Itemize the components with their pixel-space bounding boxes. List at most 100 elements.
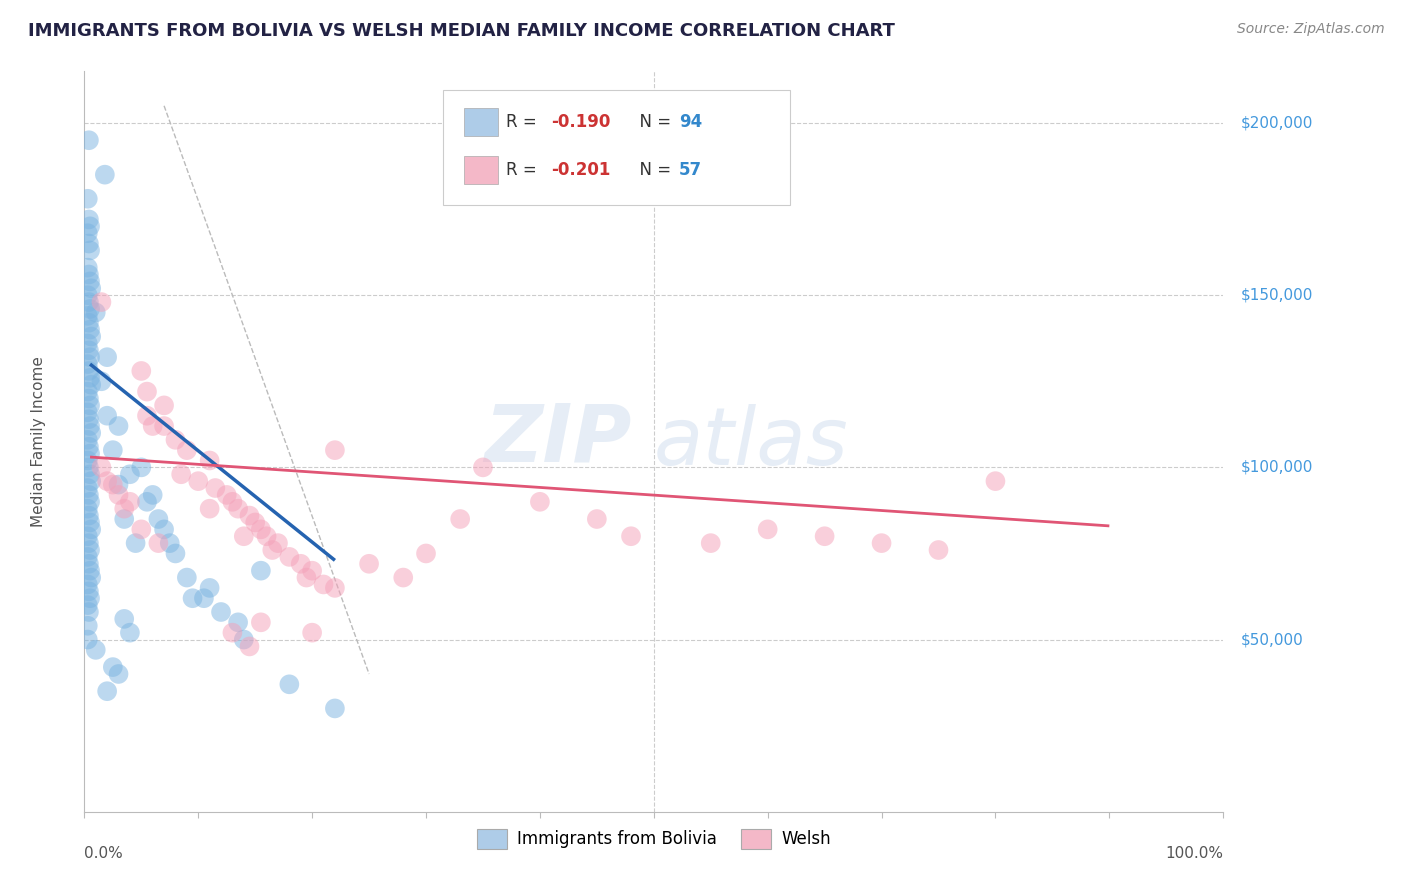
Point xyxy=(76,260,98,275)
Point xyxy=(165,546,187,560)
Point xyxy=(76,529,98,543)
Text: 57: 57 xyxy=(679,161,702,178)
Point xyxy=(94,168,117,182)
Point xyxy=(80,425,103,440)
Point xyxy=(295,570,318,584)
Point xyxy=(204,481,226,495)
Text: ZIP: ZIP xyxy=(484,401,631,479)
Point xyxy=(165,433,187,447)
Point xyxy=(77,268,100,282)
Point xyxy=(77,133,100,147)
Point xyxy=(756,522,779,536)
Point xyxy=(76,619,98,633)
Point xyxy=(79,467,101,482)
Point xyxy=(153,419,176,434)
Point xyxy=(148,536,170,550)
Point xyxy=(238,640,260,654)
Text: $200,000: $200,000 xyxy=(1240,115,1313,130)
Point xyxy=(136,409,159,423)
Point xyxy=(290,557,312,571)
Point xyxy=(79,419,101,434)
Point xyxy=(198,501,221,516)
Text: -0.190: -0.190 xyxy=(551,112,610,131)
Point xyxy=(96,350,118,364)
Point xyxy=(80,570,103,584)
Point xyxy=(415,546,437,560)
Point xyxy=(870,536,893,550)
Point xyxy=(238,508,260,523)
Point xyxy=(79,543,101,558)
Text: N =: N = xyxy=(628,161,676,178)
Point xyxy=(76,226,98,240)
Point xyxy=(76,357,98,371)
Point xyxy=(79,274,101,288)
Point xyxy=(142,419,165,434)
Point xyxy=(76,309,98,323)
Point xyxy=(77,392,100,406)
Point xyxy=(80,329,103,343)
Point xyxy=(77,536,100,550)
Point xyxy=(76,577,98,591)
Point xyxy=(79,323,101,337)
Point xyxy=(131,522,153,536)
Point xyxy=(232,529,254,543)
Point xyxy=(79,516,101,530)
Point xyxy=(176,443,198,458)
Point xyxy=(79,495,101,509)
Point xyxy=(323,701,346,715)
Point xyxy=(359,557,381,571)
Point xyxy=(96,474,118,488)
Point xyxy=(221,495,243,509)
Point xyxy=(193,591,215,606)
Point xyxy=(112,612,135,626)
Point xyxy=(215,488,238,502)
Point xyxy=(76,384,98,399)
Point xyxy=(77,605,100,619)
Point xyxy=(77,440,100,454)
Point xyxy=(76,598,98,612)
Point xyxy=(118,625,141,640)
Point xyxy=(301,625,323,640)
Point xyxy=(124,536,146,550)
Point xyxy=(159,536,181,550)
Point xyxy=(148,512,170,526)
Point xyxy=(96,409,118,423)
Point xyxy=(278,549,301,564)
Point xyxy=(84,643,107,657)
Point xyxy=(256,529,278,543)
Point xyxy=(226,501,249,516)
FancyBboxPatch shape xyxy=(443,90,790,204)
Point xyxy=(170,467,193,482)
Point xyxy=(77,557,100,571)
Point xyxy=(131,460,153,475)
Text: $150,000: $150,000 xyxy=(1240,288,1313,302)
Point xyxy=(80,281,103,295)
Point xyxy=(79,447,101,461)
Legend: Immigrants from Bolivia, Welsh: Immigrants from Bolivia, Welsh xyxy=(470,822,838,855)
Point xyxy=(76,453,98,467)
Point xyxy=(267,536,290,550)
Point xyxy=(221,625,243,640)
Point xyxy=(250,615,273,630)
Point xyxy=(101,477,124,491)
Point xyxy=(84,305,107,319)
Text: -0.201: -0.201 xyxy=(551,161,610,178)
Point xyxy=(118,467,141,482)
Point xyxy=(77,488,100,502)
Text: $50,000: $50,000 xyxy=(1240,632,1303,647)
Point xyxy=(90,460,112,475)
Point xyxy=(101,443,124,458)
Point xyxy=(77,508,100,523)
Point xyxy=(323,581,346,595)
Point xyxy=(76,288,98,302)
Point xyxy=(90,295,112,310)
Point xyxy=(77,460,100,475)
Point xyxy=(112,501,135,516)
Point xyxy=(392,570,415,584)
Point xyxy=(586,512,609,526)
Point xyxy=(79,219,101,234)
Point xyxy=(79,301,101,316)
Point xyxy=(250,522,273,536)
Point xyxy=(153,398,176,412)
Point xyxy=(101,660,124,674)
